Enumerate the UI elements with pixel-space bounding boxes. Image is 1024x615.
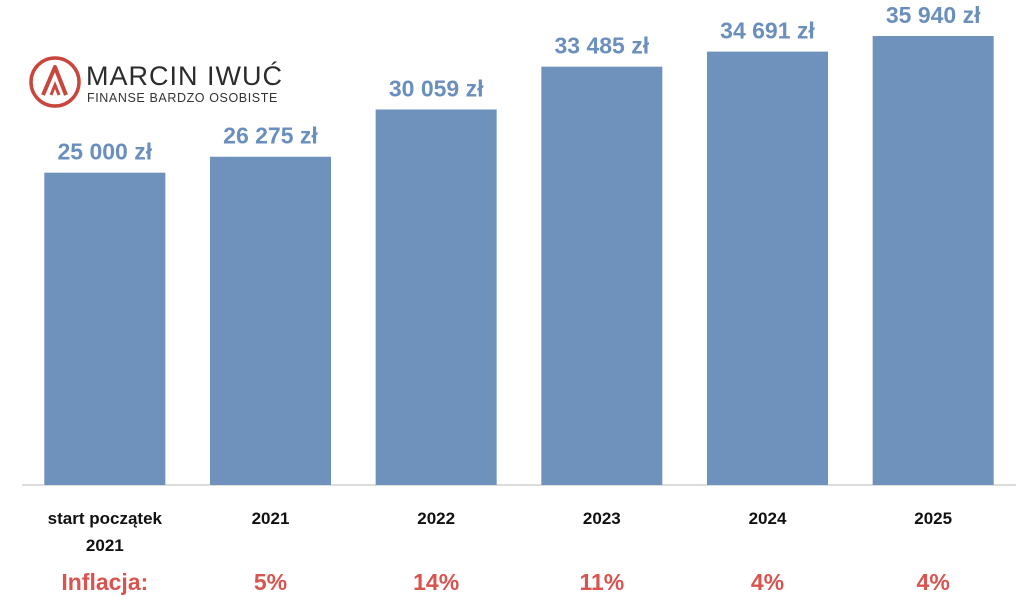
inflation-value: 4% bbox=[751, 569, 784, 595]
bars-layer bbox=[44, 35, 994, 486]
bar-5 bbox=[707, 51, 828, 486]
category-label-line: 2023 bbox=[583, 509, 621, 528]
bar-value-label: 34 691 zł bbox=[720, 18, 815, 44]
bar-6 bbox=[872, 35, 994, 486]
category-label: 2021 bbox=[252, 509, 290, 528]
inflation-value: 14% bbox=[413, 569, 459, 595]
bar-4 bbox=[541, 66, 663, 486]
inflation-heading: Inflacja: bbox=[61, 569, 148, 595]
inflation-value: 5% bbox=[254, 569, 287, 595]
bar-value-label: 33 485 zł bbox=[555, 33, 650, 59]
brand-logo: MARCIN IWUĆ FINANSE BARDZO OSOBISTE bbox=[29, 56, 283, 108]
category-label-line: 2024 bbox=[749, 509, 787, 528]
category-label-line: 2021 bbox=[86, 536, 124, 555]
category-label: 2024 bbox=[749, 509, 787, 528]
category-label-line: 2022 bbox=[417, 509, 455, 528]
brand-name: MARCIN IWUĆ bbox=[86, 60, 283, 91]
labels-layer: 25 000 zł start początek 2021 Inflacja: 26 2… bbox=[48, 2, 981, 595]
bar-value-label: 25 000 zł bbox=[58, 139, 153, 165]
category-label: start początek 2021 bbox=[48, 509, 163, 555]
category-label-line: start początek bbox=[48, 509, 163, 528]
category-label: 2022 bbox=[417, 509, 455, 528]
bar-value-label: 30 059 zł bbox=[389, 75, 484, 101]
bar-3 bbox=[375, 109, 497, 485]
category-label: 2023 bbox=[583, 509, 621, 528]
bar-2 bbox=[210, 156, 331, 485]
bar-value-label: 26 275 zł bbox=[223, 123, 318, 149]
bar-1 bbox=[44, 172, 166, 485]
brand-tagline: FINANSE BARDZO OSOBISTE bbox=[87, 91, 278, 105]
bar-value-label: 35 940 zł bbox=[886, 2, 981, 28]
category-label: 2025 bbox=[914, 509, 952, 528]
category-label-line: 2025 bbox=[914, 509, 952, 528]
inflation-value: 11% bbox=[579, 569, 624, 595]
category-label-line: 2021 bbox=[252, 509, 290, 528]
logo-mark-icon bbox=[29, 56, 81, 108]
inflation-value: 4% bbox=[917, 569, 950, 595]
